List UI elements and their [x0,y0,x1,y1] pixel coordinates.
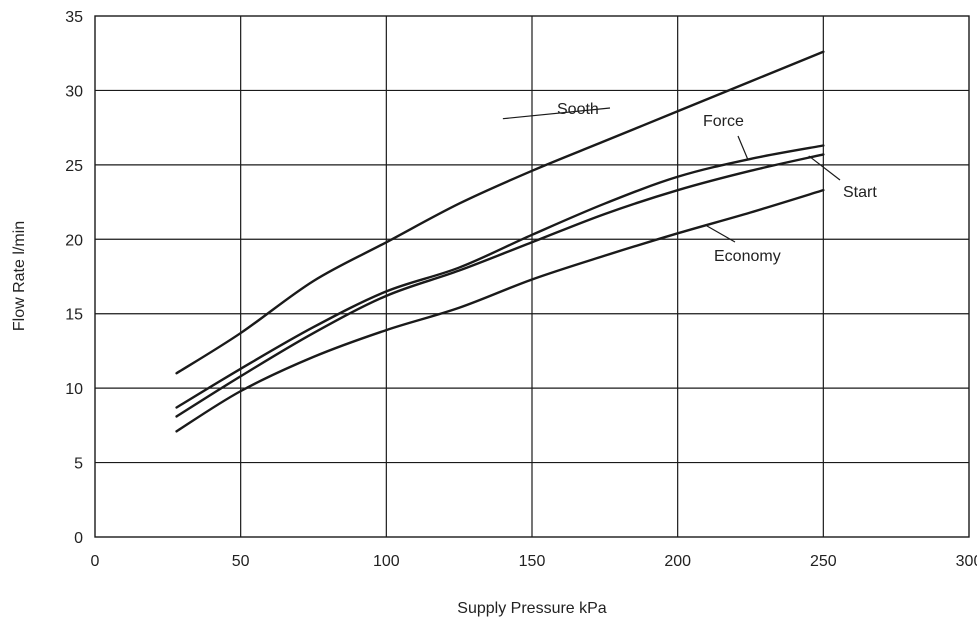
y-tick-label: 30 [65,83,83,100]
series-leader-sooth [502,107,611,120]
series-line-force [175,144,825,409]
series-line-economy [175,188,825,433]
y-tick-label: 15 [65,307,83,324]
y-tick-label: 25 [65,158,83,175]
x-tick-label: 0 [91,553,100,570]
series-label-start: Start [843,184,877,201]
x-tick-label: 200 [664,553,691,570]
y-tick-label: 10 [65,381,83,398]
series-line-start [175,153,825,418]
y-tick-label: 5 [74,456,83,473]
series-leader-force [737,135,749,160]
x-tick-label: 250 [810,553,837,570]
grid [95,16,969,537]
y-tick-label: 35 [65,9,83,26]
y-axis-label: Flow Rate l/min [11,221,28,331]
x-tick-label: 50 [232,553,250,570]
x-tick-labels: 0 50 100 150 200 250 300 [91,553,977,570]
x-tick-label: 100 [373,553,400,570]
series-labels: Sooth Force Start Economy [502,101,877,265]
series-label-force: Force [703,113,744,130]
series-leader-start [808,155,841,181]
series-line-sooth [175,50,825,375]
series-lines [175,50,825,433]
series-leader-economy [706,225,736,243]
series-label-economy: Economy [714,248,781,265]
y-tick-label: 0 [74,530,83,547]
x-tick-label: 150 [519,553,546,570]
y-tick-label: 20 [65,232,83,249]
series-label-sooth: Sooth [557,101,599,118]
y-tick-labels: 0 5 10 15 20 25 30 35 [65,9,83,547]
plot-frame [94,15,970,538]
x-tick-label: 300 [956,553,977,570]
x-axis-label: Supply Pressure kPa [457,600,607,617]
